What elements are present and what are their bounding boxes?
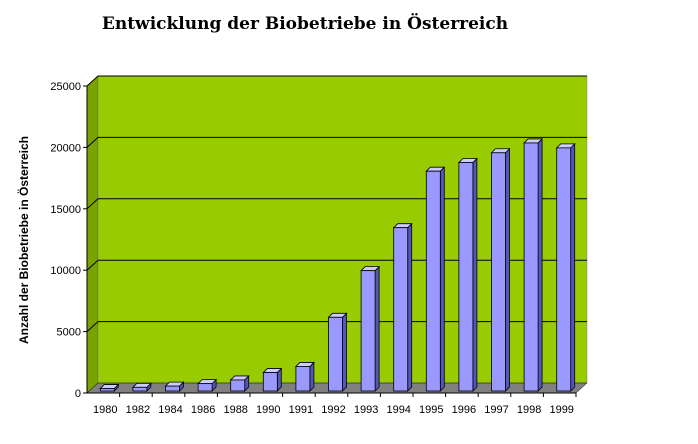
x-tick-label: 1991 (289, 404, 313, 416)
x-tick-label: 1992 (321, 404, 345, 416)
x-tick-label: 1988 (223, 404, 247, 416)
y-tick-label: 5000 (57, 327, 81, 339)
x-tick-label: 1986 (191, 404, 215, 416)
bar (523, 137, 544, 392)
bar-front (132, 386, 148, 392)
x-tick-label: 1990 (256, 404, 280, 416)
gridline-side (86, 321, 99, 332)
bar-side (407, 222, 413, 392)
bar-front (393, 227, 409, 392)
bar (392, 222, 413, 392)
y-tick-label: 20000 (50, 142, 81, 154)
x-tick-label: 1993 (354, 404, 378, 416)
bar-front (295, 366, 311, 392)
bar-front (262, 372, 278, 392)
bar-front (556, 147, 572, 392)
bar (164, 381, 185, 392)
bar-front (458, 162, 474, 392)
bar-front (197, 383, 213, 392)
gridline-side (86, 259, 99, 271)
bar-side (439, 166, 445, 392)
y-axis-label: Anzahl der Biobetriebe in Österreich (16, 136, 31, 344)
bar-side (505, 147, 510, 392)
gridline-side (86, 198, 99, 210)
bar-front (425, 170, 441, 392)
bar-front (165, 385, 180, 392)
x-tick-label: 1994 (386, 404, 410, 416)
x-tick-label: 1982 (126, 404, 150, 416)
bar-front (230, 379, 246, 392)
bar (327, 312, 348, 392)
plot-side-wall (86, 75, 99, 394)
x-tick-label: 1984 (158, 404, 182, 416)
bar (294, 361, 315, 392)
chart-title: Entwicklung der Biobetriebe in Österreic… (101, 14, 509, 34)
bar (262, 367, 283, 392)
y-tick-label: 0 (75, 388, 81, 400)
bar (197, 378, 218, 392)
bar (360, 265, 381, 392)
x-tick-label: 1997 (484, 404, 508, 416)
y-tick-label: 10000 (50, 265, 81, 277)
bar (131, 382, 152, 392)
x-tick-label: 1999 (549, 404, 573, 416)
x-tick-label: 1998 (517, 404, 541, 416)
gridline-side (86, 137, 99, 148)
gridline-side (86, 75, 99, 87)
bar-front (99, 388, 115, 392)
bar (99, 383, 120, 392)
bar (457, 157, 478, 392)
y-tick-label: 25000 (50, 81, 81, 93)
bar-side (537, 137, 543, 392)
bar-side (472, 157, 478, 392)
bar-side (374, 265, 380, 392)
x-tick-label: 1995 (419, 404, 443, 416)
bar-side (309, 361, 315, 392)
bar-side (570, 142, 576, 392)
bar (229, 374, 250, 392)
x-tick-label: 1980 (93, 404, 117, 416)
bars-group (99, 137, 576, 392)
bar-front (360, 270, 376, 392)
bar-side (342, 312, 347, 392)
bar (555, 142, 576, 392)
y-tick-label: 15000 (50, 204, 81, 216)
bar-front (491, 152, 506, 392)
bar-front (328, 316, 343, 392)
bar-front (523, 142, 539, 392)
ticks-group: 0 5000 10000 15000 20000 25000 1980 1982 1984 198… (50, 81, 577, 416)
bar (425, 166, 446, 392)
x-tick-label: 1996 (452, 404, 476, 416)
bar (490, 147, 511, 392)
